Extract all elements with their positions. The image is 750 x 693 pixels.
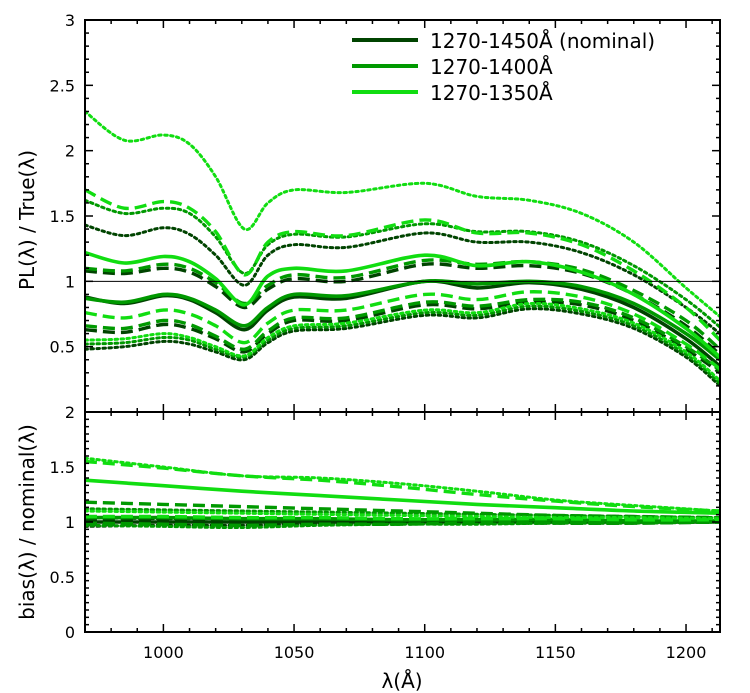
bottom-series-group [85, 456, 720, 530]
x-tick-label: 1050 [274, 643, 315, 662]
y-tick-label: 1 [65, 513, 75, 532]
y-tick-label: 0 [65, 623, 75, 642]
x-tick-label: 1000 [143, 643, 184, 662]
bottom-panel-frame [84, 411, 721, 633]
y-tick-label: 1.5 [50, 458, 75, 477]
series-1400-dot-lower [85, 304, 720, 385]
bottom-y-axis-label: bias(λ) / nominal(λ) [15, 424, 39, 620]
series-1400-dash-lower [85, 297, 720, 372]
series-1350-dot-b [85, 509, 720, 521]
legend: 1270-1450Å (nominal) 1270-1400Å 1270-135… [352, 29, 655, 105]
y-tick-label: 2.5 [50, 76, 75, 95]
legend-label-nominal: 1270-1450Å (nominal) [430, 29, 655, 53]
top-y-axis-label: PL(λ) / True(λ) [15, 150, 39, 290]
series-1400-solid [85, 279, 720, 362]
x-tick-label: 1100 [404, 643, 445, 662]
x-tick-label: 1200 [666, 643, 707, 662]
bottom-panel: 0 0.5 1 1.5 2 1000 1050 1100 1150 1200 bias(λ) /… [15, 403, 720, 693]
top-series-group [85, 110, 720, 388]
series-nominal-dot-upper [85, 223, 720, 336]
y-tick-label: 0.5 [50, 338, 75, 357]
y-tick-label: 3 [65, 11, 75, 30]
x-axis-label: λ(Å) [381, 669, 422, 693]
series-nominal-dot-lower [85, 307, 720, 388]
bottom-x-ticks: 1000 1050 1100 1150 1200 [84, 412, 713, 662]
series-1350-dash-b [85, 514, 720, 522]
series-1350-solid [85, 478, 720, 515]
top-panel: 0.5 1 1.5 2 2.5 3 PL(λ) / True(λ) 1270-1450Å … [15, 11, 720, 413]
y-tick-label: 2 [65, 403, 75, 422]
y-tick-label: 0.5 [50, 568, 75, 587]
series-1350-dash-a [85, 459, 720, 513]
series-1400-dash-a [85, 500, 720, 520]
series-1400-dot-b [85, 520, 720, 530]
series-1400-dash-upper [85, 258, 720, 351]
legend-label-1400: 1270-1400Å [430, 55, 553, 79]
series-1350-dash-lower [85, 290, 720, 371]
y-tick-label: 1 [65, 272, 75, 291]
series-1350-dot-a [85, 456, 720, 513]
legend-label-1350: 1270-1350Å [430, 81, 553, 105]
top-y-ticks: 0.5 1 1.5 2 2.5 3 [50, 11, 720, 413]
series-1350-dot-lower [85, 301, 720, 383]
series-1350-dash-upper [85, 188, 720, 342]
y-tick-label: 2 [65, 142, 75, 161]
series-nominal-dash-lower [85, 300, 720, 375]
y-tick-label: 1.5 [50, 207, 75, 226]
series-1400-dot-a [85, 507, 720, 520]
series-1350-dot-upper [85, 110, 720, 319]
x-tick-label: 1150 [535, 643, 576, 662]
